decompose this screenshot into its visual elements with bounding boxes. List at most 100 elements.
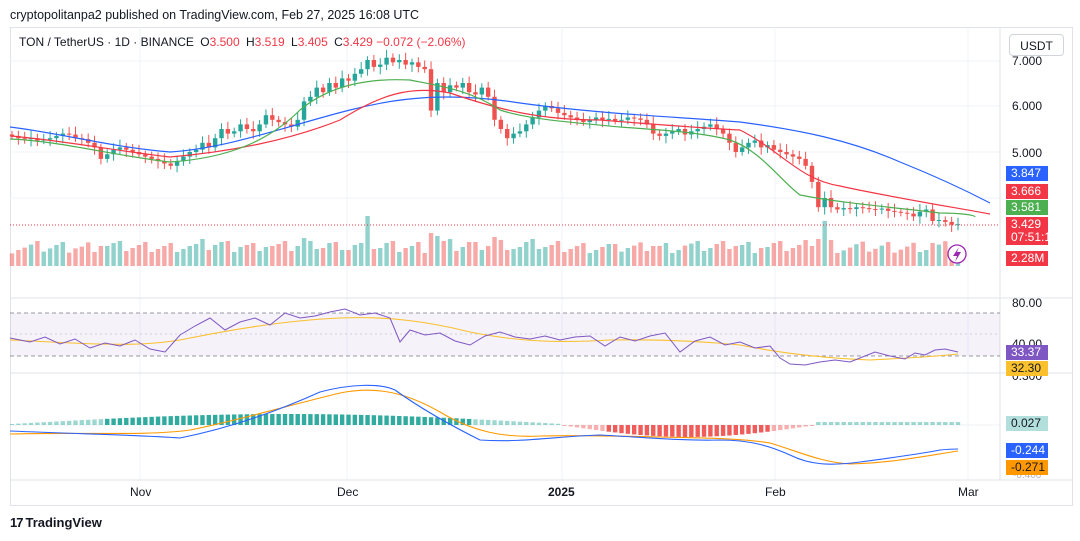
candle-body — [828, 198, 834, 208]
macd-histogram-bar — [885, 422, 891, 425]
candle-body — [232, 131, 237, 134]
macd-histogram-bar — [79, 420, 85, 425]
volume-bar — [860, 241, 865, 266]
time-axis-label: Nov — [130, 485, 151, 499]
macd-histogram-bar — [555, 423, 561, 425]
candle-body — [657, 133, 662, 136]
volume-bar — [282, 241, 288, 266]
volume-bar — [105, 246, 110, 266]
volume-bar — [930, 243, 935, 266]
volume-bar — [111, 243, 116, 266]
volume-bar — [174, 252, 180, 266]
volume-bar — [447, 239, 453, 266]
macd-histogram-bar — [492, 420, 497, 425]
candle-body — [187, 152, 192, 157]
volume-bar — [638, 242, 643, 266]
volume-bar — [892, 252, 897, 266]
volume-bar — [854, 244, 859, 266]
macd-histogram-bar — [466, 418, 472, 425]
candle-body — [225, 129, 231, 134]
lightning-icon[interactable] — [947, 244, 967, 264]
macd-histogram-bar — [225, 414, 231, 425]
candle-body — [930, 209, 935, 221]
macd-histogram-bar — [162, 416, 167, 425]
macd-histogram-bar — [206, 414, 212, 425]
tradingview-footer[interactable]: 17 TradingView — [10, 515, 102, 530]
macd-histogram-bar — [390, 415, 396, 425]
volume-bar — [136, 245, 142, 266]
rsi-band — [10, 313, 1000, 356]
published-caption: cryptopolitanpa2 published on TradingVie… — [10, 8, 420, 22]
candle-body — [54, 135, 59, 139]
candle-body — [358, 69, 364, 74]
candle-body — [206, 142, 212, 148]
time-axis-label: Feb — [765, 485, 786, 499]
volume-bar — [816, 239, 821, 266]
candle-body — [257, 124, 262, 132]
candle-body — [479, 87, 485, 95]
volume-bar — [606, 244, 612, 266]
candle-body — [320, 87, 326, 93]
volume-bar — [879, 245, 885, 266]
volume-bar — [593, 250, 599, 266]
macd-histogram-bar — [765, 425, 770, 432]
macd-histogram-bar — [803, 425, 808, 427]
candle-body — [47, 138, 53, 140]
candle-body — [555, 108, 561, 113]
candle-body — [873, 209, 878, 211]
candle-body — [168, 163, 173, 166]
volume-bar — [803, 240, 808, 266]
macd-histogram-bar — [682, 425, 688, 437]
macd-histogram-bar — [612, 425, 618, 433]
candle-body — [778, 149, 783, 152]
macd-histogram-bar — [22, 423, 27, 425]
macd-histogram-bar — [403, 416, 408, 425]
volume-bar — [822, 221, 827, 266]
moving-average-blue — [9, 96, 991, 204]
macd-histogram-bar — [835, 422, 840, 425]
volume-bar — [695, 241, 700, 266]
symbol-legend[interactable]: TON / TetherUS · 1D · BINANCE O3.500 H3.… — [19, 35, 466, 49]
close-label: C — [334, 35, 343, 49]
volume-bar — [60, 242, 65, 266]
candle-body — [885, 208, 891, 211]
candle-body — [860, 207, 865, 209]
volume-bar — [263, 247, 269, 266]
volume-bar — [41, 251, 46, 266]
currency-button[interactable]: USDT — [1009, 34, 1064, 56]
volume-bar — [85, 242, 91, 266]
volume-bar — [416, 242, 421, 266]
volume-bar — [289, 251, 294, 266]
candle-body — [124, 147, 129, 150]
macd-histogram-bar — [416, 416, 421, 425]
macd-histogram-bar — [898, 422, 904, 425]
volume-bar — [492, 237, 497, 266]
candle-body — [714, 124, 719, 129]
macd-histogram-bar — [822, 422, 827, 425]
volume-bar — [600, 247, 605, 266]
macd-histogram-bar — [536, 422, 542, 425]
macd-histogram-bar — [847, 422, 853, 425]
macd-axis-tick: -0.400 — [1013, 470, 1042, 481]
candle-body — [530, 117, 535, 125]
volume-bar — [746, 242, 751, 266]
macd-histogram-bar — [333, 414, 338, 425]
macd-histogram-bar — [771, 425, 777, 431]
volume-bar — [682, 245, 688, 266]
candle-body — [149, 156, 154, 159]
volume-bar — [581, 243, 586, 266]
candle-body — [784, 152, 789, 155]
volume-bar — [422, 253, 427, 266]
volume-bar — [206, 250, 212, 266]
tradingview-logo-icon: 17 — [10, 515, 24, 530]
candle-body — [581, 119, 586, 123]
volume-bar — [917, 252, 923, 266]
volume-bar — [835, 253, 840, 266]
candle-body — [181, 156, 186, 162]
high-label: H — [246, 35, 255, 49]
candle-body — [308, 96, 313, 102]
candle-body — [606, 118, 612, 120]
volume-bar — [384, 243, 389, 266]
volume-bar — [193, 244, 199, 266]
